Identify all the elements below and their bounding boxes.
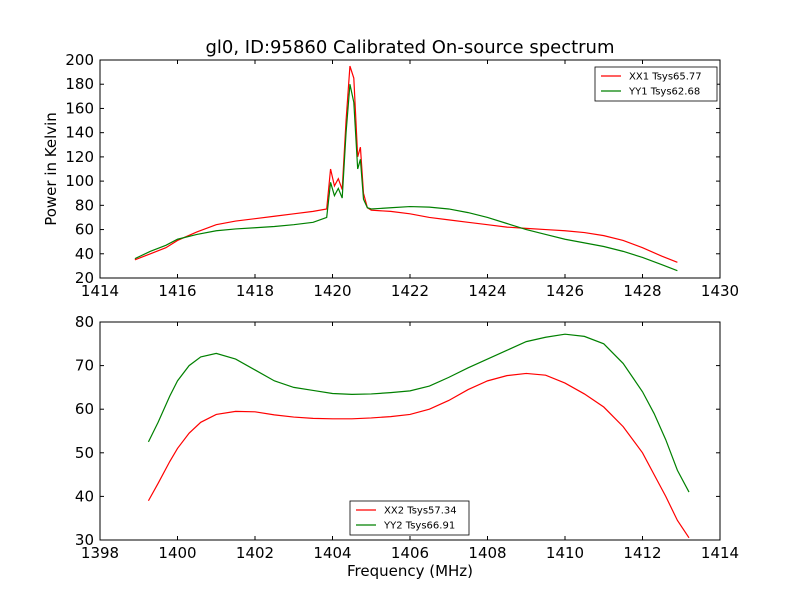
- y-tick-label: 100: [65, 172, 94, 190]
- x-tick-label: 1424: [468, 282, 506, 300]
- chart-title: gl0, ID:95860 Calibrated On-source spect…: [205, 37, 614, 58]
- x-axis-label: Frequency (MHz): [347, 562, 473, 580]
- y-tick-label: 40: [75, 487, 94, 505]
- x-tick-label: 1398: [81, 544, 119, 562]
- y-tick-label: 120: [65, 148, 94, 166]
- x-tick-label: 1430: [701, 282, 739, 300]
- x-tick-label: 1410: [546, 544, 584, 562]
- y-tick-label: 20: [75, 269, 94, 287]
- y-tick-label: 50: [75, 444, 94, 462]
- y-tick-label: 60: [75, 400, 94, 418]
- legend-label: YY2 Tsys66.91: [383, 521, 455, 532]
- bottom-chart: 1398 1400 1402 1404 1406 1408 1410 1412 1414 30 40…: [75, 313, 739, 580]
- legend: [594, 66, 718, 102]
- x-tick-label: 1422: [391, 282, 429, 300]
- x-tick-label: 1416: [158, 282, 196, 300]
- series-line-green: [134, 84, 678, 272]
- y-tick-label: 200: [65, 51, 94, 69]
- y-tick-label: 70: [75, 357, 94, 375]
- top-chart: 1414 1416 1418 1420 1422 1424 1426 1428 1430 20 40…: [42, 37, 739, 300]
- x-tick-label: 1414: [701, 544, 739, 562]
- legend-label: XX1 Tsys65.77: [629, 72, 702, 83]
- x-tick-label: 1402: [236, 544, 274, 562]
- x-tick-label: 1414: [81, 282, 119, 300]
- x-tick-label: 1412: [623, 544, 661, 562]
- y-tick-label: 140: [65, 124, 94, 142]
- y-tick-label: 40: [75, 245, 94, 263]
- legend: [349, 500, 470, 536]
- series-line-red: [147, 372, 690, 539]
- y-tick-label: 30: [75, 531, 94, 549]
- y-tick-label: 80: [75, 313, 94, 331]
- y-axis-label: Power in Kelvin: [42, 112, 60, 226]
- legend-label: YY1 Tsys62.68: [628, 87, 700, 98]
- y-tick-label: 80: [75, 196, 94, 214]
- series-line-green: [147, 333, 690, 493]
- x-tick-label: 1400: [158, 544, 196, 562]
- x-tick-label: 1406: [391, 544, 429, 562]
- y-tick-label: 160: [65, 99, 94, 117]
- x-tick-label: 1418: [236, 282, 274, 300]
- legend-label: XX2 Tsys57.34: [384, 506, 457, 517]
- x-tick-label: 1408: [468, 544, 506, 562]
- x-tick-label: 1404: [313, 544, 351, 562]
- y-tick-label: 180: [65, 75, 94, 93]
- x-tick-label: 1420: [313, 282, 351, 300]
- series-line-red: [134, 65, 678, 263]
- y-tick-label: 60: [75, 221, 94, 239]
- x-tick-label: 1426: [546, 282, 584, 300]
- x-tick-label: 1428: [623, 282, 661, 300]
